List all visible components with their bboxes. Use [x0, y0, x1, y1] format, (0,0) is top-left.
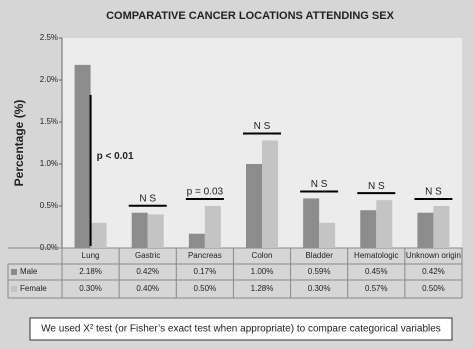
annotation: N S	[139, 193, 156, 204]
x-tick-label: Hematologic	[354, 251, 398, 260]
x-tick-label: Lung	[82, 251, 100, 260]
table-value: 0.42%	[422, 267, 445, 276]
table-value: 0.30%	[308, 284, 331, 293]
y-tick-label: 2.5%	[40, 33, 58, 42]
x-tick-label: Pancreas	[188, 251, 222, 260]
annotation: N S	[254, 121, 271, 132]
chart-title: COMPARATIVE CANCER LOCATIONS ATTENDING S…	[106, 10, 395, 22]
annotation: N S	[368, 181, 385, 192]
x-tick-label: Colon	[252, 251, 273, 260]
bar	[303, 198, 320, 248]
legend-label: Male	[20, 267, 38, 276]
annotation: N S	[425, 187, 442, 198]
annotation: N S	[311, 179, 328, 190]
table-value: 2.18%	[79, 267, 102, 276]
legend-swatch	[11, 286, 17, 292]
table-value: 0.50%	[422, 284, 445, 293]
bar	[74, 64, 91, 248]
bar	[246, 164, 262, 248]
y-tick-label: 1.0%	[40, 159, 58, 168]
footnote-box	[29, 317, 453, 341]
y-tick-label: 1.5%	[40, 117, 58, 126]
x-tick-label: Unknown origin	[406, 251, 461, 260]
footnote: We used X² test (or Fisher’s exact test …	[41, 324, 441, 335]
y-tick-label: 0.5%	[40, 201, 58, 210]
bar	[417, 212, 434, 248]
bar	[147, 214, 164, 248]
bar	[131, 212, 148, 248]
table-value: 0.50%	[194, 284, 217, 293]
bar	[188, 233, 205, 248]
x-tick-label: Gastric	[135, 251, 160, 260]
bar	[90, 222, 107, 248]
annotation: p = 0.03	[187, 187, 224, 198]
table-value: 0.45%	[365, 267, 388, 276]
bar	[376, 200, 393, 248]
table-value: 0.57%	[365, 284, 388, 293]
table-value: 0.30%	[79, 284, 102, 293]
legend-label: Female	[20, 284, 47, 293]
bar	[204, 206, 221, 248]
table-value: 0.17%	[194, 267, 217, 276]
bar	[319, 222, 336, 248]
x-tick-label: Bladder	[305, 251, 333, 260]
bar	[360, 210, 377, 248]
y-tick-label: 2.0%	[40, 75, 58, 84]
annotation: p < 0.01	[97, 151, 134, 162]
bar	[262, 140, 278, 248]
table-value: 0.42%	[136, 267, 159, 276]
y-axis-label: Percentage (%)	[12, 100, 26, 187]
table-value: 1.00%	[251, 267, 274, 276]
table-value: 0.59%	[308, 267, 331, 276]
table-value: 1.28%	[251, 284, 274, 293]
bar	[433, 206, 450, 248]
legend-swatch	[11, 269, 17, 275]
table-value: 0.40%	[136, 284, 159, 293]
